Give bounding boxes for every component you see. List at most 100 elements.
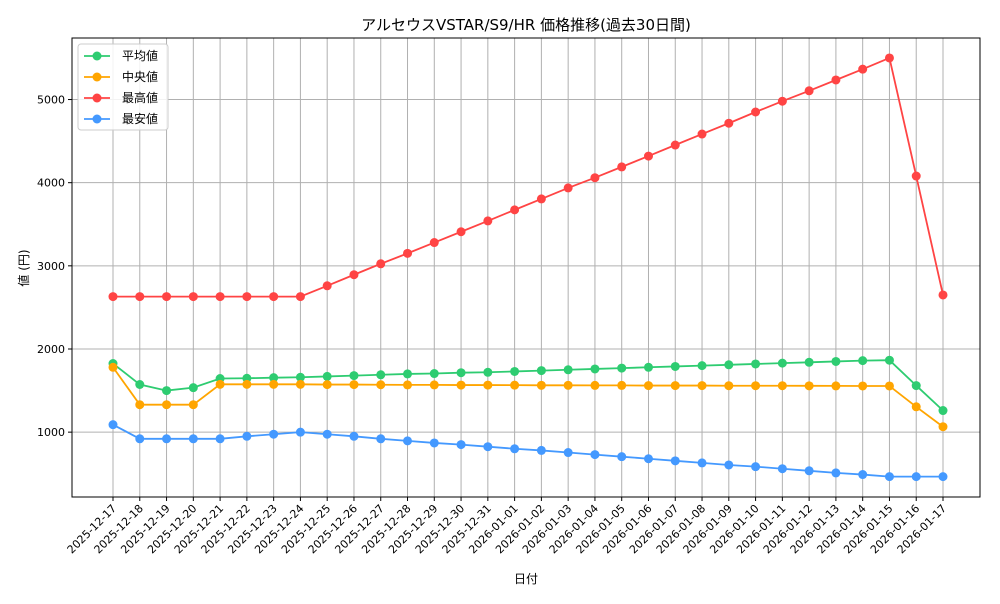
data-point xyxy=(563,183,573,193)
data-point xyxy=(884,53,894,63)
data-point xyxy=(162,400,172,410)
data-point xyxy=(536,366,546,376)
data-point xyxy=(697,361,707,371)
legend-marker xyxy=(92,114,102,124)
data-point xyxy=(831,356,841,366)
data-point xyxy=(242,379,252,389)
data-point xyxy=(911,171,921,181)
data-point xyxy=(510,205,520,215)
data-point xyxy=(269,373,279,383)
data-point xyxy=(643,454,653,464)
legend-label: 平均値 xyxy=(122,48,158,63)
data-point xyxy=(403,369,413,379)
data-point xyxy=(724,381,734,391)
data-point xyxy=(831,468,841,478)
legend-label: 最安値 xyxy=(122,111,158,126)
data-point xyxy=(349,371,359,381)
data-point xyxy=(456,380,466,390)
data-point xyxy=(670,381,680,391)
x-axis-label: 日付 xyxy=(514,572,538,586)
legend-label: 最高値 xyxy=(122,90,158,105)
data-point xyxy=(911,381,921,391)
data-point xyxy=(135,434,145,444)
data-point xyxy=(697,458,707,468)
data-point xyxy=(162,292,172,302)
y-tick-label: 3000 xyxy=(37,260,65,273)
data-point xyxy=(376,434,386,444)
data-point xyxy=(590,173,600,183)
series-0 xyxy=(108,355,948,416)
data-point xyxy=(295,372,305,382)
y-tick-label: 2000 xyxy=(37,343,65,356)
data-point xyxy=(456,368,466,378)
data-point xyxy=(697,129,707,139)
data-point xyxy=(590,380,600,390)
data-point xyxy=(295,379,305,389)
data-point xyxy=(215,292,225,302)
data-point xyxy=(643,381,653,391)
data-point xyxy=(403,436,413,446)
data-point xyxy=(724,118,734,128)
data-point xyxy=(697,381,707,391)
data-point xyxy=(242,431,252,441)
data-point xyxy=(536,380,546,390)
data-point xyxy=(135,292,145,302)
data-point xyxy=(777,358,787,368)
data-point xyxy=(108,362,118,372)
data-point xyxy=(295,292,305,302)
data-point xyxy=(108,292,118,302)
legend-marker xyxy=(92,51,102,61)
data-point xyxy=(804,466,814,476)
data-point xyxy=(215,379,225,389)
data-point xyxy=(349,431,359,441)
series-2 xyxy=(108,53,948,302)
y-tick-label: 5000 xyxy=(37,94,65,107)
data-point xyxy=(429,380,439,390)
data-point xyxy=(456,440,466,450)
data-point xyxy=(938,422,948,432)
data-point xyxy=(831,75,841,85)
x-axis: 2025-12-172025-12-182025-12-192025-12-20… xyxy=(65,497,949,556)
data-point xyxy=(483,442,493,452)
data-point xyxy=(510,366,520,376)
data-point xyxy=(670,361,680,371)
data-point xyxy=(884,355,894,365)
y-tick-label: 4000 xyxy=(37,177,65,190)
data-point xyxy=(429,369,439,379)
data-point xyxy=(269,429,279,439)
data-point xyxy=(563,380,573,390)
data-point xyxy=(483,380,493,390)
data-point xyxy=(563,448,573,458)
data-point xyxy=(858,64,868,74)
data-point xyxy=(643,151,653,161)
data-point xyxy=(751,462,761,472)
data-point xyxy=(483,216,493,226)
legend-box xyxy=(77,43,169,131)
plot-frame xyxy=(71,37,981,498)
data-point xyxy=(429,438,439,448)
data-point xyxy=(349,380,359,390)
data-point xyxy=(724,360,734,370)
data-point xyxy=(188,400,198,410)
data-point xyxy=(188,383,198,393)
data-point xyxy=(403,380,413,390)
data-point xyxy=(911,472,921,482)
data-point xyxy=(751,381,761,391)
y-axis: 1000 2000 3000 4000 5000 xyxy=(37,94,72,439)
data-point xyxy=(938,472,948,482)
data-point xyxy=(777,381,787,391)
data-point xyxy=(563,365,573,375)
data-point xyxy=(322,371,332,381)
data-point xyxy=(456,227,466,237)
data-point xyxy=(322,429,332,439)
data-point xyxy=(536,445,546,455)
data-point xyxy=(269,292,279,302)
data-point xyxy=(858,381,868,391)
data-point xyxy=(617,452,627,462)
data-point xyxy=(670,456,680,466)
series-3 xyxy=(108,420,948,482)
data-point xyxy=(884,381,894,391)
data-point xyxy=(536,194,546,204)
data-point xyxy=(188,434,198,444)
